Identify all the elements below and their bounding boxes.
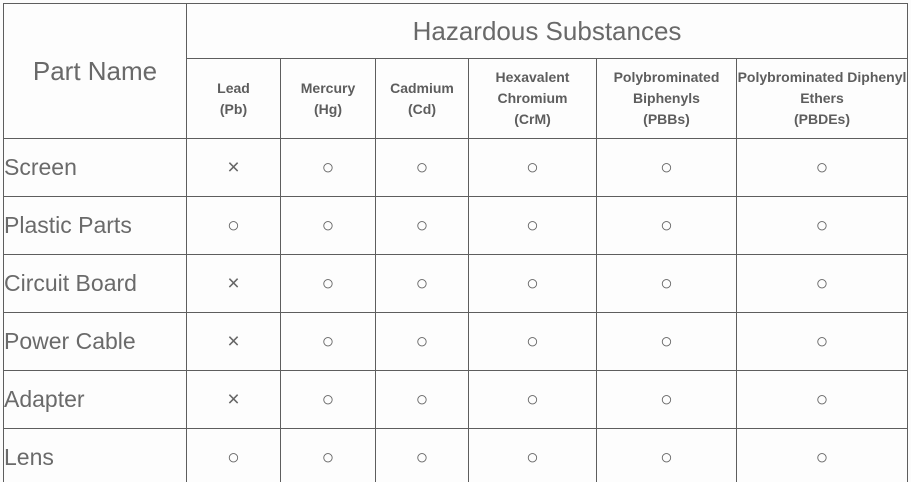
substance-name: Polybrominated Diphenyl Ethers — [737, 69, 907, 106]
part-name-cell: Circuit Board — [3, 254, 187, 313]
substance-formula: (PBBs) — [643, 111, 690, 127]
substance-formula: (CrM) — [514, 111, 551, 127]
symbol-cell: ○ — [735, 370, 909, 429]
table-row-power-cable: Power Cable × ○ ○ ○ ○ ○ — [3, 312, 909, 371]
group-header-row: Part Name Hazardous Substances — [3, 3, 909, 139]
substance-formula: (Hg) — [314, 100, 342, 117]
table-row-circuit-board: Circuit Board × ○ ○ ○ ○ ○ — [3, 254, 909, 313]
symbol-cell: ○ — [468, 370, 597, 429]
table-row-screen: Screen × ○ ○ ○ ○ ○ — [3, 138, 909, 197]
symbol-cell: ○ — [596, 196, 737, 255]
symbol-cell: × — [186, 138, 281, 197]
symbol-cell: ○ — [596, 138, 737, 197]
symbol-cell: ○ — [735, 138, 909, 197]
symbol-cell: × — [186, 370, 281, 429]
symbol-cell: ○ — [468, 428, 597, 482]
column-header-mercury: Mercury (Hg) — [280, 58, 376, 139]
column-header-pbbs: Polybrominated Biphenyls (PBBs) — [596, 58, 737, 139]
substance-header-row: Lead (Pb) Mercury (Hg) Cadmium (Cd) Hexa… — [4, 58, 909, 139]
column-header-lead: Lead (Pb) — [186, 58, 281, 139]
hazardous-substances-table: Part Name Hazardous Substances Lead (Pb)… — [3, 3, 909, 482]
column-header-hexavalent-chromium: Hexavalent Chromium (CrM) — [468, 58, 597, 139]
symbol-cell: ○ — [596, 312, 737, 371]
symbol-cell: ○ — [280, 312, 376, 371]
symbol-cell: × — [186, 312, 281, 371]
table-row-plastic-parts: Plastic Parts ○ ○ ○ ○ ○ ○ — [3, 196, 909, 255]
substance-formula: (Cd) — [408, 100, 436, 117]
symbol-cell: ○ — [468, 138, 597, 197]
symbol-cell: ○ — [735, 196, 909, 255]
symbol-cell: ○ — [375, 254, 469, 313]
symbol-cell: ○ — [468, 196, 597, 255]
symbol-cell: ○ — [186, 196, 281, 255]
substance-name: Mercury — [300, 79, 356, 96]
part-name-cell: Lens — [3, 428, 187, 482]
part-name-cell: Plastic Parts — [3, 196, 187, 255]
symbol-cell: × — [186, 254, 281, 313]
symbol-cell: ○ — [375, 428, 469, 482]
symbol-cell: ○ — [375, 312, 469, 371]
substance-name: Lead — [217, 79, 250, 96]
symbol-cell: ○ — [735, 312, 909, 371]
part-name-cell: Power Cable — [3, 312, 187, 371]
symbol-cell: ○ — [280, 138, 376, 197]
hazardous-substances-header: Hazardous Substances — [185, 3, 909, 59]
symbol-cell: ○ — [280, 370, 376, 429]
symbol-cell: ○ — [375, 370, 469, 429]
part-name-cell: Adapter — [3, 370, 187, 429]
substance-formula: (PBDEs) — [794, 111, 851, 127]
symbol-cell: ○ — [735, 428, 909, 482]
table-row-adapter: Adapter × ○ ○ ○ ○ ○ — [3, 370, 909, 429]
substance-name: Cadmium — [390, 79, 454, 96]
column-header-pbdes: Polybrominated Diphenyl Ethers (PBDEs) — [735, 58, 909, 139]
symbol-cell: ○ — [186, 428, 281, 482]
substance-name: Polybrominated Biphenyls — [613, 69, 720, 106]
symbol-cell: ○ — [596, 370, 737, 429]
symbol-cell: ○ — [280, 196, 376, 255]
symbol-cell: ○ — [280, 254, 376, 313]
part-name-header: Part Name — [3, 3, 187, 139]
symbol-cell: ○ — [280, 428, 376, 482]
substance-name: Hexavalent Chromium — [495, 69, 570, 106]
column-header-cadmium: Cadmium (Cd) — [375, 58, 469, 139]
symbol-cell: ○ — [596, 254, 737, 313]
symbol-cell: ○ — [596, 428, 737, 482]
symbol-cell: ○ — [735, 254, 909, 313]
symbol-cell: ○ — [375, 138, 469, 197]
part-name-cell: Screen — [3, 138, 187, 197]
symbol-cell: ○ — [468, 254, 597, 313]
symbol-cell: ○ — [375, 196, 469, 255]
table-row-lens: Lens ○ ○ ○ ○ ○ ○ — [3, 428, 909, 482]
substance-formula: (Pb) — [219, 100, 248, 117]
symbol-cell: ○ — [468, 312, 597, 371]
